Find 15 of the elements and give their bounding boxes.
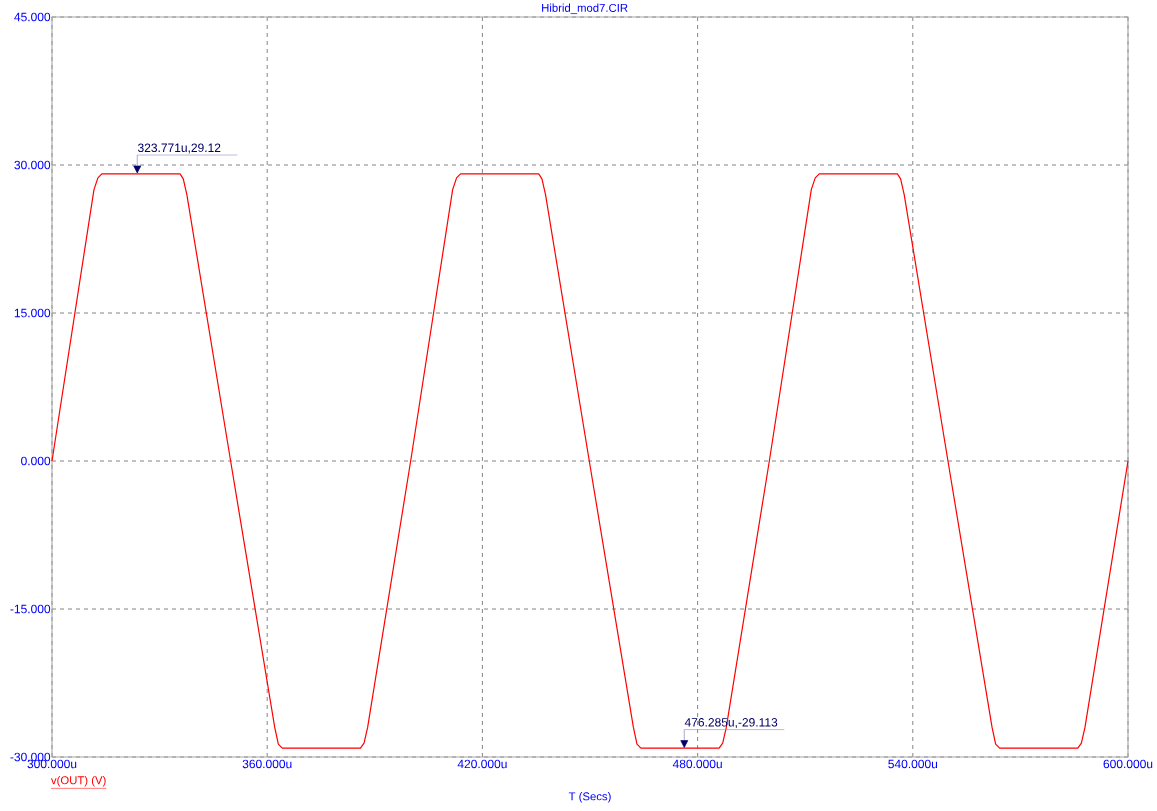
y-tick-label: 45.000 (14, 12, 51, 22)
y-tick-label: 30.000 (14, 160, 51, 170)
x-tick-label: 360.000u (242, 759, 292, 769)
y-tick-label: 15.000 (14, 308, 51, 318)
chart-title: Hibrid_mod7.CIR (542, 3, 628, 15)
x-tick-label: 420.000u (457, 759, 507, 769)
text: v(OUT) (V) (50, 775, 106, 787)
x-tick-label: 480.000u (672, 759, 722, 769)
x-tick-label: 540.000u (888, 759, 938, 769)
y-tick-label: -15.000 (10, 604, 51, 614)
x-axis-title: T (Secs) (568, 792, 611, 803)
y-tick-label: 0.000 (21, 456, 51, 466)
annotation: 323.771u,29.12 (137, 143, 221, 154)
line-series (51, 173, 1129, 749)
x-tick-label: 600.000u (1103, 759, 1153, 769)
